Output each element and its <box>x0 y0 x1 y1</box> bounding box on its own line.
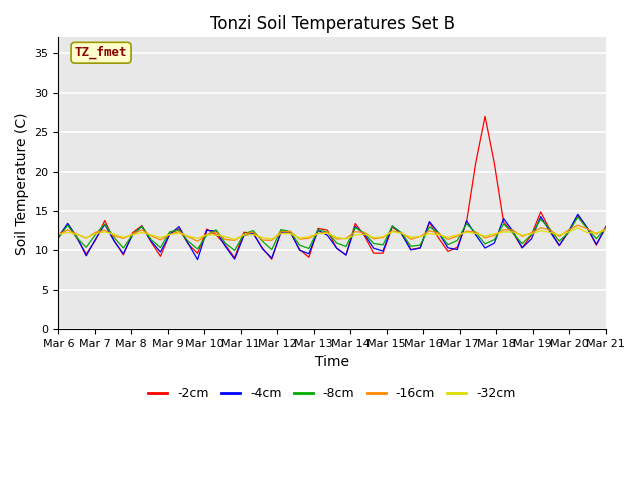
Title: Tonzi Soil Temperatures Set B: Tonzi Soil Temperatures Set B <box>209 15 454 33</box>
Y-axis label: Soil Temperature (C): Soil Temperature (C) <box>15 112 29 254</box>
Text: TZ_fmet: TZ_fmet <box>75 46 127 60</box>
Legend: -2cm, -4cm, -8cm, -16cm, -32cm: -2cm, -4cm, -8cm, -16cm, -32cm <box>143 382 520 405</box>
X-axis label: Time: Time <box>315 355 349 369</box>
